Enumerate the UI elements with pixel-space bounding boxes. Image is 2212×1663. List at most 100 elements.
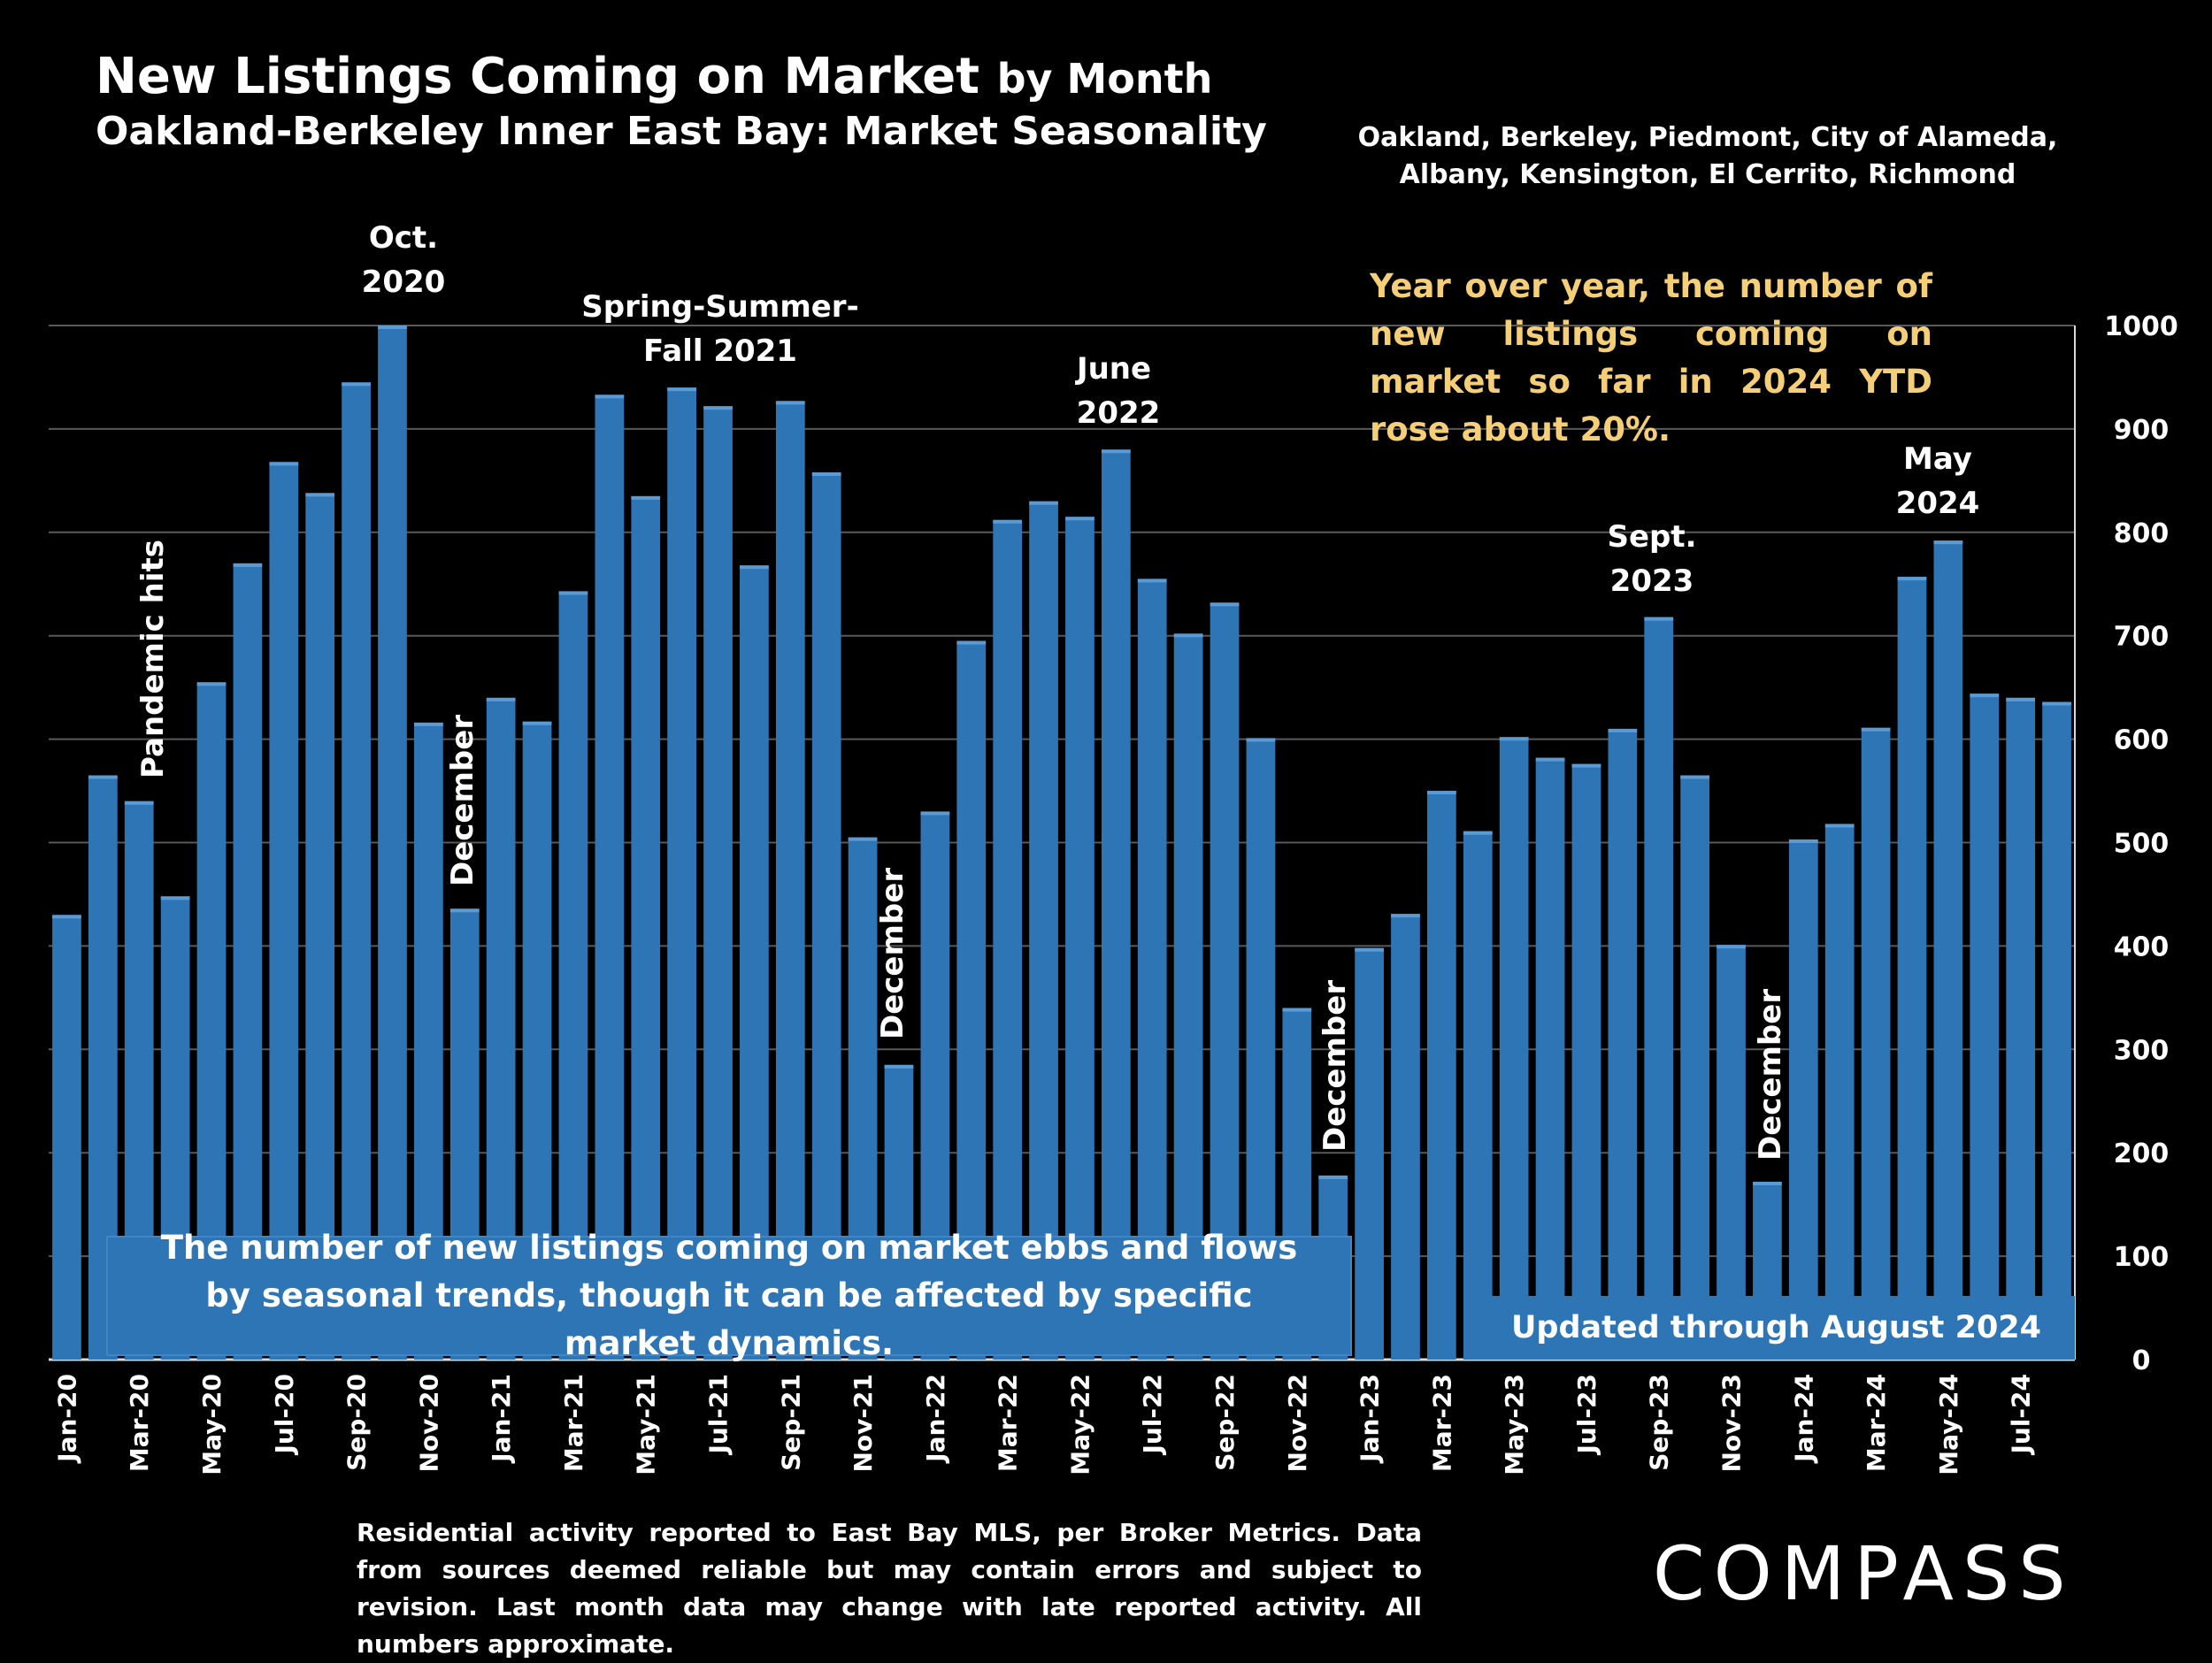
bar-top-highlight	[1644, 617, 1674, 621]
bar-top-highlight	[1173, 633, 1203, 638]
bar-Mar-24	[1861, 727, 1891, 1360]
region-line-2: Albany, Kensington, El Cerrito, Richmond	[1399, 159, 2016, 190]
bar-top-highlight	[1029, 501, 1058, 505]
x-tick-label: May-21	[632, 1374, 661, 1475]
bar-top-highlight	[1101, 449, 1131, 454]
bar-top-highlight	[2042, 701, 2071, 706]
y-tick-label: 300	[2114, 1035, 2170, 1066]
bar-top-highlight	[1210, 602, 1240, 607]
annot-spring2021-line2: Fall 2021	[643, 333, 797, 369]
x-tick-label: Jan-21	[487, 1374, 516, 1464]
bar-top-highlight	[1717, 945, 1746, 949]
bar-top-highlight	[595, 395, 625, 399]
bar-top-highlight	[920, 811, 950, 816]
bar-top-highlight	[52, 915, 81, 919]
bar-Jul-24	[2006, 697, 2036, 1360]
x-tick-label: Jan-23	[1356, 1374, 1385, 1464]
bar-top-highlight	[1788, 839, 1818, 843]
bar-top-highlight	[1861, 727, 1891, 732]
bar-Jun-22	[1101, 449, 1131, 1360]
y-tick-label: 200	[2114, 1138, 2170, 1169]
bar-May-21	[631, 495, 661, 1360]
y-tick-label: 400	[2114, 931, 2170, 962]
annot-spring2021-line1: Spring-Summer-	[581, 289, 858, 325]
annot-may2024-line2: 2024	[1896, 486, 1980, 521]
bar-Mar-21	[558, 591, 588, 1360]
bar-Jan-20	[52, 915, 81, 1360]
bar-Aug-20	[305, 493, 335, 1360]
bar-top-highlight	[522, 721, 552, 725]
chart-subtitle: Oakland-Berkeley Inner East Bay: Market …	[96, 109, 1267, 155]
y-tick-label: 1000	[2104, 311, 2178, 342]
bar-top-highlight	[993, 519, 1023, 524]
bar-Aug-21	[740, 565, 769, 1360]
y-tick-label: 500	[2114, 829, 2170, 860]
x-tick-label: May-20	[197, 1374, 227, 1475]
y-tick-label: 0	[2132, 1345, 2151, 1376]
bar-top-highlight	[956, 640, 987, 645]
y-tick-label: 900	[2114, 415, 2170, 446]
bar-Jul-22	[1137, 579, 1167, 1360]
bar-Nov-23	[1717, 945, 1746, 1360]
bar-top-highlight	[1318, 1175, 1348, 1179]
bar-top-highlight	[196, 682, 227, 686]
x-tick-label: Nov-20	[414, 1374, 443, 1473]
bar-top-highlight	[2006, 697, 2036, 701]
bar-Oct-20	[378, 326, 407, 1360]
bar-top-highlight	[1427, 791, 1456, 795]
bar-Jan-23	[1355, 947, 1384, 1360]
bar-top-highlight	[1824, 824, 1855, 828]
bar-top-highlight	[1970, 694, 2000, 698]
bar-Feb-23	[1391, 914, 1420, 1360]
x-tick-label: Jan-20	[52, 1374, 81, 1464]
bar-top-highlight	[1933, 540, 1963, 545]
bar-top-highlight	[1137, 579, 1167, 583]
bar-top-highlight	[1608, 728, 1638, 732]
x-tick-label: Jul-21	[704, 1374, 733, 1456]
x-tick-label: Nov-22	[1283, 1374, 1312, 1473]
bar-top-highlight	[486, 697, 516, 701]
bar-May-23	[1499, 737, 1529, 1360]
compass-logo: COMPASS	[1653, 1530, 2075, 1617]
title-block: New Listings Coming on Market by Month O…	[96, 48, 1267, 156]
bar-Sep-23	[1644, 617, 1674, 1360]
x-tick-label: Jul-23	[1572, 1374, 1601, 1456]
bar-top-highlight	[449, 908, 480, 913]
bar-top-highlight	[884, 1064, 914, 1069]
bar-Feb-24	[1824, 824, 1855, 1360]
bar-top-highlight	[1391, 914, 1420, 918]
x-tick-label: Mar-21	[559, 1374, 588, 1472]
bar-Oct-23	[1680, 775, 1709, 1360]
x-tick-label: Jul-22	[1138, 1374, 1167, 1456]
annot-oct2020-line2: 2020	[362, 264, 446, 300]
x-tick-label: Sep-22	[1210, 1374, 1240, 1471]
x-tick-label: May-22	[1065, 1374, 1094, 1475]
yoy-note: Year over year, the number of new listin…	[1370, 267, 1932, 448]
bar-Apr-22	[1029, 501, 1058, 1360]
bar-Aug-23	[1608, 728, 1638, 1360]
region-note: Oakland, Berkeley, Piedmont, City of Ala…	[1336, 119, 2079, 194]
bar-top-highlight	[631, 495, 661, 500]
bar-top-highlight	[1282, 1008, 1312, 1012]
bar-Oct-21	[811, 471, 841, 1360]
x-axis-ticks: Jan-20 Mar-20 May-20 Jul-20 Sep-20 Nov-20 Jan-…	[52, 1374, 2035, 1475]
bar-May-22	[1065, 517, 1094, 1360]
region-line-1: Oakland, Berkeley, Piedmont, City of Ala…	[1357, 122, 2058, 153]
x-tick-label: Nov-23	[1717, 1374, 1747, 1473]
annot-may2024-line1: May	[1903, 441, 1972, 477]
bar-top-highlight	[378, 326, 407, 329]
bar-top-highlight	[88, 775, 118, 779]
bar-top-highlight	[848, 837, 878, 841]
bar-top-highlight	[1571, 763, 1601, 768]
bar-Jun-23	[1535, 757, 1565, 1360]
x-tick-label: May-24	[1934, 1374, 1963, 1475]
y-axis-ticks: 0 100 200 300 400 500 600 700 800 900 1000	[2104, 311, 2178, 1376]
x-tick-label: Jul-24	[2007, 1374, 2036, 1456]
bar-top-highlight	[1897, 577, 1927, 581]
x-tick-label: Nov-21	[849, 1374, 878, 1473]
bar-Aug-24	[2042, 701, 2071, 1360]
bar-Mar-22	[993, 519, 1023, 1360]
x-tick-label: May-23	[1500, 1374, 1529, 1475]
chart-title: New Listings Coming on Market by Month	[96, 48, 1267, 105]
